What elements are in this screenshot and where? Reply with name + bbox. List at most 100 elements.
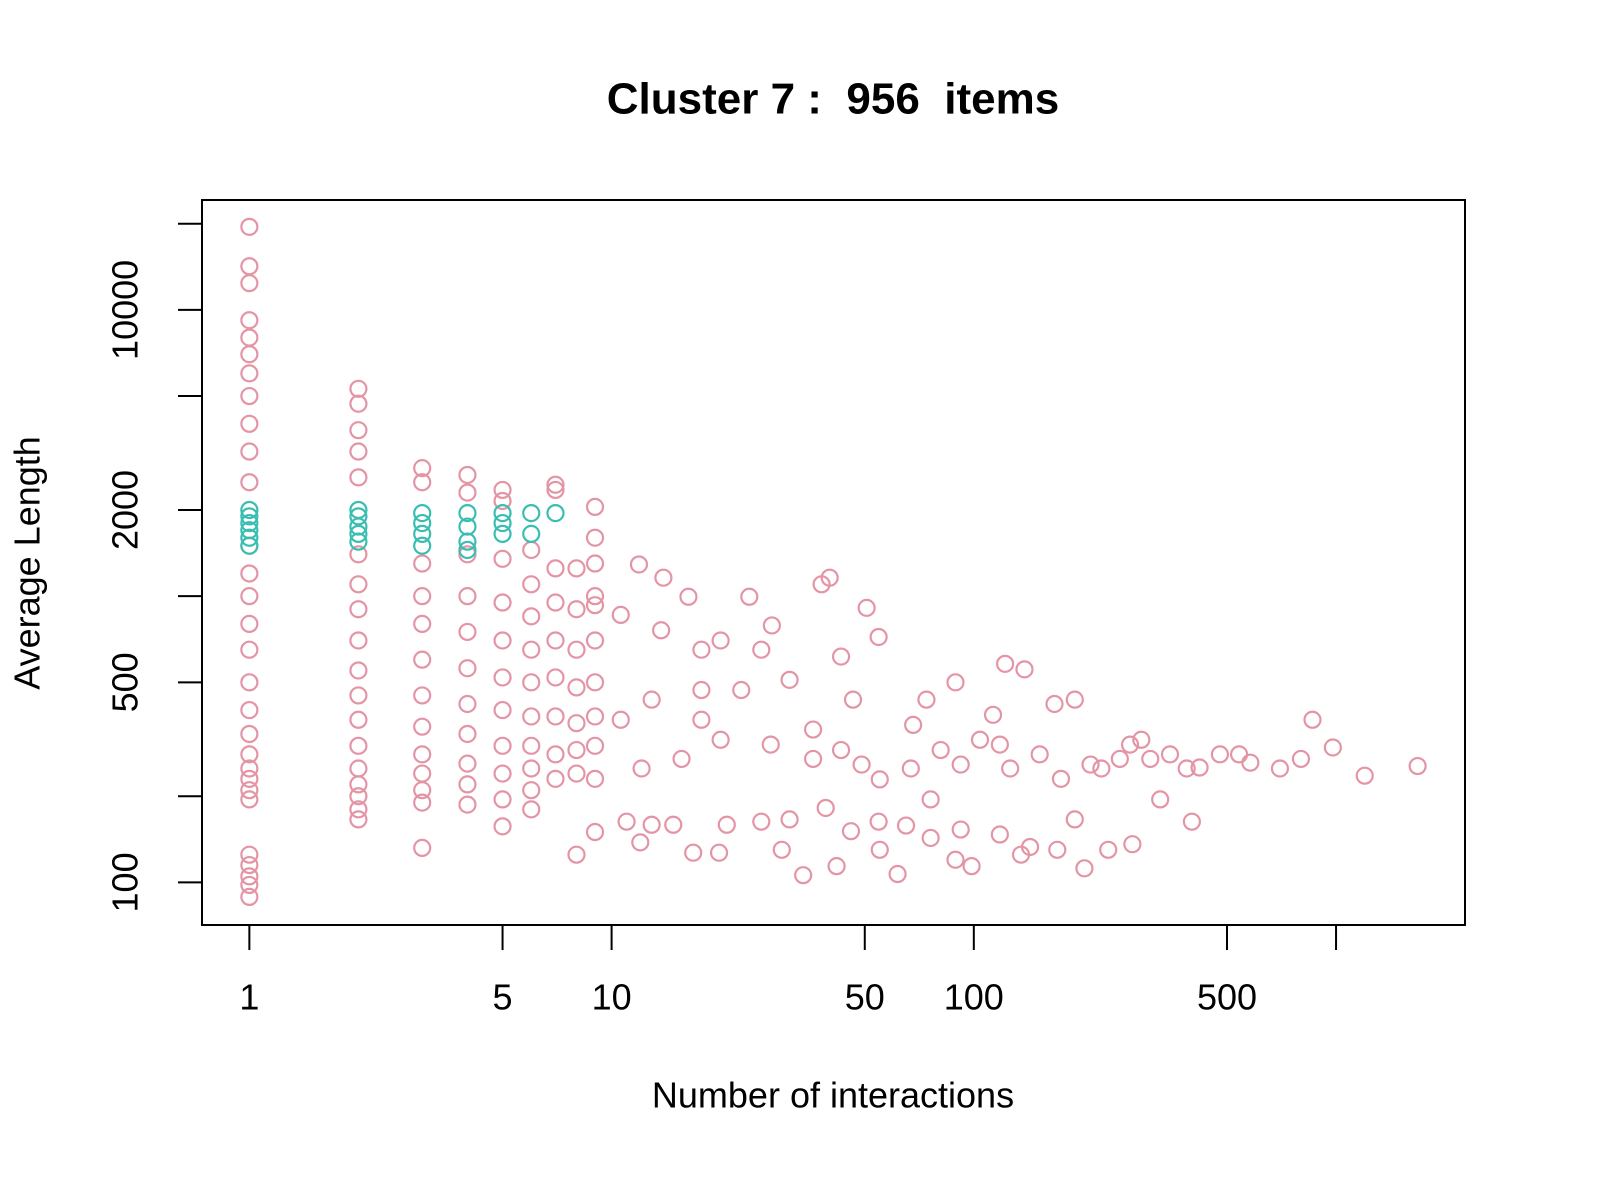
point: [349, 394, 368, 413]
point: [1020, 837, 1040, 857]
point: [1120, 735, 1140, 754]
point: [585, 736, 605, 755]
point: [458, 540, 477, 560]
point: [652, 621, 671, 640]
point: [413, 838, 432, 858]
point: [946, 850, 965, 869]
point: [611, 605, 630, 624]
point: [995, 654, 1015, 673]
point: [493, 700, 512, 720]
point: [567, 678, 586, 697]
point: [546, 631, 565, 650]
point: [240, 442, 259, 461]
point: [522, 707, 541, 726]
point: [240, 673, 259, 692]
point: [413, 513, 432, 533]
point: [1001, 759, 1020, 778]
x-axis-title: Number of interactions: [652, 1075, 1014, 1116]
point: [413, 536, 432, 555]
point: [458, 465, 477, 485]
point: [546, 475, 565, 494]
point: [1110, 749, 1129, 769]
point: [493, 764, 512, 783]
point: [1303, 710, 1322, 729]
point: [1048, 840, 1067, 859]
point: [493, 736, 512, 755]
point: [240, 513, 259, 533]
point: [904, 715, 923, 735]
point: [240, 867, 259, 886]
point: [546, 559, 565, 578]
point: [240, 875, 259, 895]
point: [522, 504, 541, 523]
point: [349, 442, 368, 461]
point: [585, 497, 605, 517]
point: [240, 473, 259, 492]
point: [852, 755, 871, 774]
y-tick-label: 500: [105, 652, 146, 712]
point: [1408, 756, 1427, 776]
point: [585, 528, 605, 547]
point: [970, 730, 990, 749]
point: [585, 554, 605, 573]
point: [240, 257, 259, 276]
point: [617, 812, 636, 831]
point: [458, 622, 477, 642]
point: [585, 596, 605, 615]
x-tick-label: 10: [592, 977, 632, 1018]
point: [831, 647, 851, 666]
point: [857, 598, 876, 617]
point: [240, 640, 259, 659]
point: [816, 798, 835, 818]
point: [692, 640, 711, 659]
point: [1030, 745, 1049, 764]
point: [413, 554, 432, 573]
point: [349, 545, 368, 564]
point: [240, 781, 259, 800]
point: [240, 614, 259, 633]
point: [240, 769, 259, 788]
point: [240, 587, 259, 606]
point: [740, 587, 759, 606]
point: [827, 857, 846, 876]
point: [780, 670, 799, 689]
point: [717, 815, 736, 834]
point: [803, 720, 823, 739]
point: [349, 500, 368, 520]
point: [493, 631, 512, 650]
point: [752, 640, 771, 659]
point: [458, 795, 477, 814]
point: [983, 705, 1003, 724]
point: [567, 845, 586, 864]
point: [522, 524, 541, 543]
chart-title: Cluster 7 : 956 items: [607, 75, 1059, 124]
point: [1151, 790, 1170, 809]
point: [896, 816, 916, 835]
point: [349, 759, 368, 778]
point: [240, 564, 259, 583]
point: [349, 787, 368, 806]
point: [349, 631, 368, 650]
point: [493, 593, 512, 612]
point: [772, 840, 791, 859]
point: [493, 817, 512, 836]
point: [567, 640, 586, 659]
point: [546, 480, 565, 500]
point: [522, 781, 541, 800]
point: [1160, 745, 1180, 764]
point: [413, 459, 432, 478]
point: [585, 631, 605, 650]
point: [1230, 745, 1249, 764]
point: [349, 507, 368, 526]
point: [732, 680, 751, 700]
point: [780, 810, 799, 829]
point: [946, 673, 965, 692]
point: [654, 568, 673, 587]
x-tick-label: 50: [845, 977, 885, 1018]
point: [917, 690, 936, 709]
point: [349, 600, 368, 619]
point: [831, 740, 851, 760]
point: [240, 521, 259, 540]
point: [546, 745, 565, 764]
